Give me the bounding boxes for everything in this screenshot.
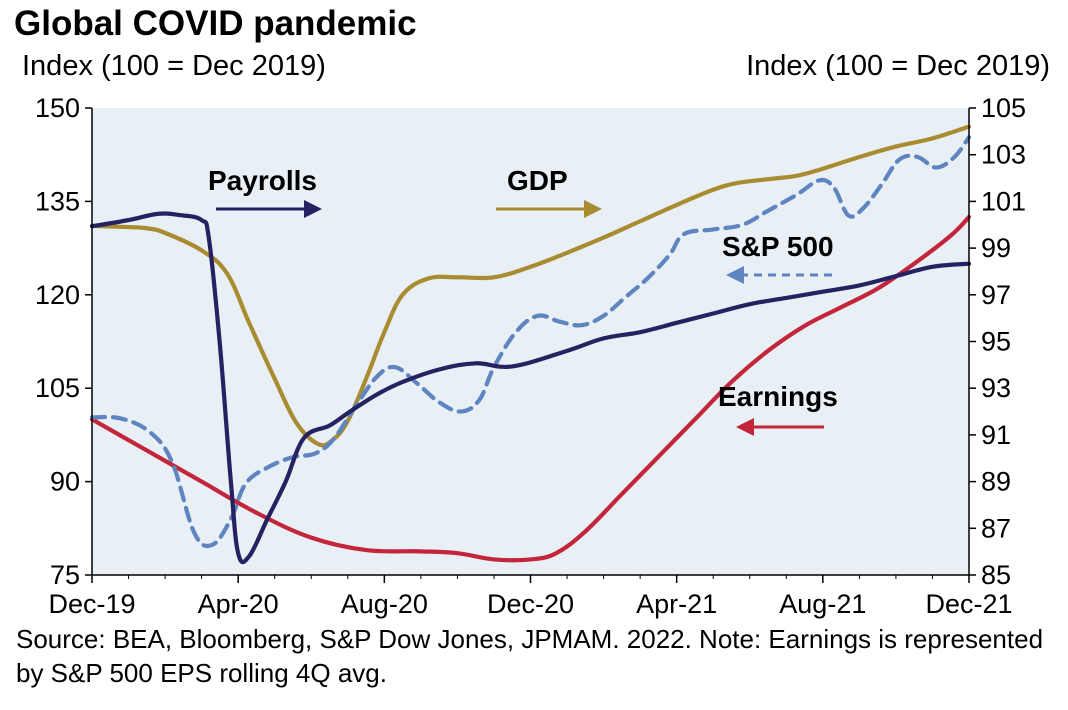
x-tick-label: Apr-21: [636, 589, 717, 619]
chart-title: Global COVID pandemic: [14, 4, 417, 43]
x-tick-label: Dec-20: [487, 589, 574, 619]
earnings-arrow-head: [736, 418, 754, 436]
right-tick-label: 99: [981, 233, 1011, 263]
x-tick-label: Dec-21: [925, 589, 1012, 619]
x-tick-label: Aug-21: [779, 589, 866, 619]
right-tick-label: 93: [981, 373, 1011, 403]
right-axis-label: Index (100 = Dec 2019): [746, 50, 1050, 82]
left-tick-label: 105: [35, 373, 80, 403]
right-tick-label: 91: [981, 420, 1011, 450]
sp500-label: S&P 500: [722, 231, 834, 262]
sp500-arrow-head: [726, 266, 744, 284]
x-tick-label: Apr-20: [198, 589, 279, 619]
left-tick-label: 120: [35, 280, 80, 310]
earnings-line: [89, 214, 972, 563]
left-axis-label: Index (100 = Dec 2019): [22, 50, 326, 82]
gdp-arrow-head: [584, 200, 602, 218]
right-tick-label: 105: [981, 93, 1026, 123]
right-tick-label: 97: [981, 280, 1011, 310]
right-tick-label: 89: [981, 467, 1011, 497]
payrolls-arrow-head: [304, 200, 322, 218]
right-tick-label: 85: [981, 560, 1011, 590]
left-tick-label: 75: [50, 560, 80, 590]
left-tick-label: 90: [50, 467, 80, 497]
payrolls-line: [89, 211, 972, 565]
right-tick-label: 101: [981, 186, 1026, 216]
source-note: Source: BEA, Bloomberg, S&P Dow Jones, J…: [16, 624, 1044, 688]
right-tick-label: 87: [981, 513, 1011, 543]
earnings-label: Earnings: [718, 381, 838, 412]
right-tick-label: 95: [981, 327, 1011, 357]
x-tick-label: Aug-20: [341, 589, 428, 619]
left-tick-label: 135: [35, 186, 80, 216]
left-tick-label: 150: [35, 93, 80, 123]
gdp-line: [89, 124, 972, 448]
gdp-label: GDP: [507, 165, 568, 196]
x-tick-label: Dec-19: [48, 589, 135, 619]
s-p-500-line: [89, 135, 972, 549]
payrolls-label: Payrolls: [208, 165, 317, 196]
right-tick-label: 103: [981, 140, 1026, 170]
